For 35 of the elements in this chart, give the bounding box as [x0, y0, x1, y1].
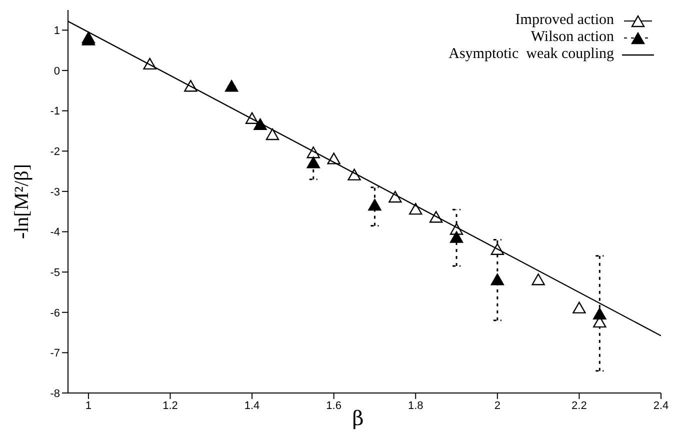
y-tick-label: -6	[50, 307, 60, 320]
x-tick-label: 1.2	[162, 400, 178, 412]
y-tick-label: -5	[50, 266, 60, 279]
y-tick-label: -1	[50, 106, 60, 118]
y-tick-label: -8	[50, 388, 60, 400]
x-tick-label: 2	[494, 400, 500, 412]
x-tick-label: 1.4	[244, 400, 260, 412]
x-tick-label: 1.6	[326, 400, 342, 412]
point	[532, 274, 545, 286]
x-tick-label: 2.2	[572, 400, 587, 412]
legend-label: Improved action	[515, 12, 614, 29]
y-tick-label: 0	[54, 65, 60, 78]
x-tick-label: 2.4	[653, 400, 669, 412]
point	[306, 156, 320, 168]
point	[266, 128, 280, 140]
y-tick-label: -2	[50, 146, 60, 158]
y-tick-label: 1	[54, 25, 60, 38]
point	[388, 190, 402, 203]
x-tick-label: 1	[85, 400, 92, 412]
x-axis-title: β	[352, 406, 364, 430]
y-tick-label: -7	[50, 348, 60, 360]
y-tick-label: -4	[50, 226, 60, 239]
y-axis-title: -ln[M²/β]	[11, 164, 34, 240]
point	[409, 202, 422, 215]
legend-label: Wilson action	[530, 29, 614, 46]
point	[450, 231, 464, 243]
x-tick-label: 1.8	[408, 400, 424, 412]
point	[254, 118, 267, 130]
point	[490, 274, 504, 286]
legend-label: Asymptotic weak coupling	[448, 46, 614, 63]
point	[572, 302, 586, 314]
y-tick-label: -3	[50, 186, 60, 198]
point	[368, 198, 382, 211]
point	[224, 80, 238, 92]
point	[593, 308, 606, 320]
